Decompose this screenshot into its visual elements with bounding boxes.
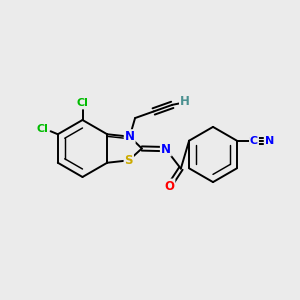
Text: N: N (125, 130, 135, 143)
Text: N: N (161, 142, 171, 156)
Text: Cl: Cl (76, 98, 88, 109)
Text: S: S (124, 154, 133, 167)
Text: C: C (250, 136, 258, 146)
Text: N: N (265, 136, 274, 146)
Text: Cl: Cl (36, 124, 48, 134)
Text: O: O (164, 179, 174, 193)
Text: H: H (180, 95, 190, 108)
